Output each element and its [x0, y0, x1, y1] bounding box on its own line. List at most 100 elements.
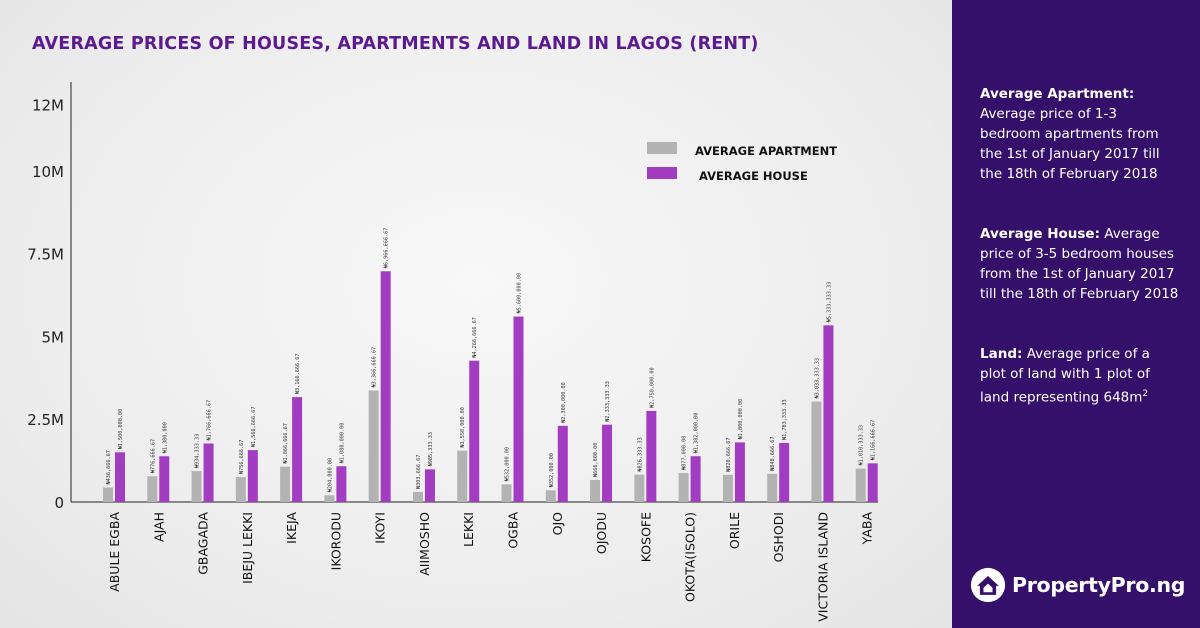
y-tick-label: 2.5M [27, 411, 64, 429]
apartment-bar [811, 401, 822, 502]
x-category-label: OJODU [594, 512, 609, 554]
x-category-label: KOSOFE [638, 512, 653, 562]
house-bar [336, 466, 347, 502]
apartment-value-label: ₦436,666.67 [106, 450, 112, 484]
y-tick-label: 7.5M [27, 246, 64, 264]
apartment-bar [103, 487, 113, 502]
legend-label-apartment: AVERAGE APARTMENT [695, 144, 837, 158]
apartment-bar [147, 476, 158, 502]
y-tick-label: 5M [42, 328, 65, 346]
x-category-label: AIIMOSHO [417, 512, 432, 576]
apartment-bar [324, 495, 335, 502]
apartment-value-label: ₦3,366,666.67 [372, 347, 378, 388]
house-value-label: ₦1,380,000 [162, 422, 168, 453]
legend-label-house: AVERAGE HOUSE [699, 169, 808, 183]
house-value-label: ₦2,333,333.33 [605, 381, 611, 422]
apartment-bar [235, 476, 246, 502]
apartment-bar [280, 466, 291, 502]
house-value-label: ₦5,600,000.00 [517, 273, 523, 314]
apartment-value-label: ₦820,666.67 [726, 437, 732, 471]
x-category-label: VICTORIA ISLAND [815, 512, 830, 622]
apartment-value-label: ₦934,333.33 [195, 434, 201, 468]
apartment-value-label: ₦756,666.67 [239, 440, 245, 474]
apartment-note: Average Apartment: Average price of 1-3 … [980, 84, 1180, 184]
house-value-label: ₦1,783,333.33 [782, 399, 788, 440]
apartment-value-label: ₦3,033,333.33 [814, 358, 820, 399]
house-note: Average House: Average price of 3-5 bedr… [980, 224, 1180, 304]
x-category-label: OGBA [506, 512, 521, 549]
apartment-bar [634, 474, 645, 502]
apartment-bar [191, 471, 202, 502]
apartment-value-label: ₦776,666.67 [150, 439, 156, 473]
house-value-label: ₦5,333,333.33 [826, 282, 832, 323]
x-category-label: IBEJU LEKKI [240, 512, 255, 584]
apartment-value-label: ₦848,666.67 [770, 437, 776, 471]
apartment-bar [501, 484, 512, 502]
house-bar [115, 452, 125, 502]
y-tick-label: 0 [54, 494, 64, 512]
x-category-label: ORILE [727, 512, 742, 549]
house-value-label: ₦1,766,666.67 [207, 400, 213, 441]
apartment-description: Average price of 1-3 bedroom apartments … [980, 106, 1160, 182]
house-value-label: ₦1,166,666.67 [871, 420, 877, 461]
house-bar [646, 410, 657, 502]
y-tick-label: 12M [32, 97, 64, 115]
apartment-value-label: ₦826,333.33 [637, 437, 643, 471]
house-bar [469, 360, 480, 502]
apartment-bar [457, 450, 468, 502]
house-bar [690, 456, 701, 502]
apartment-value-label: ₦1,010,333.33 [859, 425, 865, 466]
house-value-label: ₦6,966,666.67 [384, 228, 390, 269]
house-bar [602, 424, 613, 502]
house-bar [159, 456, 170, 502]
x-category-label: YABA [860, 512, 875, 546]
house-bar [734, 442, 745, 502]
legend-swatch-house [647, 167, 677, 179]
apartment-bar [545, 490, 556, 502]
house-value-label: ₦1,382,000.00 [694, 413, 700, 454]
apartment-bar [590, 479, 601, 502]
house-value-label: ₦1,800,000.00 [738, 399, 744, 440]
x-category-label: ABULE EGBA [107, 512, 122, 592]
bar-chart: 12M 10M 7.5M 5M 2.5M 0 ₦436,666.67 ₦1,500,000.0… [27, 82, 878, 622]
sidebar: Average Apartment: Average price of 1-3 … [952, 0, 1200, 628]
brand-logo: PropertyPro.ng [970, 565, 1185, 605]
house-logo-icon [970, 567, 1006, 603]
apartment-bar [855, 468, 866, 502]
apartment-bar [678, 472, 689, 502]
house-value-label: ₦2,300,000.00 [561, 382, 567, 423]
apartment-value-label: ₦1,550,000.00 [460, 407, 466, 448]
apartment-value-label: ₦532,000.00 [505, 447, 511, 481]
y-tick-label: 10M [32, 163, 64, 181]
house-bar [247, 450, 258, 502]
apartment-heading: Average Apartment: [980, 86, 1135, 102]
house-bar [292, 397, 303, 502]
apartment-value-label: ₦1,066,666.67 [283, 423, 289, 464]
land-description: Average price of a plot of land with 1 p… [980, 346, 1150, 406]
apartment-value-label: ₦666,000.00 [593, 443, 599, 477]
apartment-value-label: ₦877,000.00 [682, 436, 688, 470]
house-bar [203, 443, 214, 502]
apartment-bar [722, 474, 733, 502]
x-category-label: IKEJA [284, 512, 299, 544]
apartment-bar [412, 491, 423, 502]
house-value-label: ₦4,266,666.67 [472, 317, 478, 358]
apartment-value-label: ₦303,666.67 [416, 455, 422, 489]
house-bar [380, 271, 391, 502]
x-category-label: GBAGADA [196, 512, 211, 575]
house-bar [557, 425, 568, 502]
house-value-label: ₦985,333.33 [428, 432, 434, 466]
house-heading: Average House: [980, 226, 1100, 242]
house-description: Average price of 3-5 bedroom houses from… [980, 226, 1179, 302]
house-bar [867, 463, 878, 502]
x-category-label: IKORODU [328, 512, 343, 570]
x-category-label: OKOTA(ISOLO) [683, 512, 698, 602]
house-value-label: ₦1,566,666.67 [251, 407, 257, 448]
x-category-label: AJAH [151, 512, 166, 542]
x-category-label: OSHODI [771, 512, 786, 562]
x-category-label: LEKKI [461, 512, 476, 547]
house-bar [779, 442, 790, 502]
apartment-bar [368, 390, 379, 502]
house-value-label: ₦2,750,000.00 [649, 367, 655, 408]
house-value-label: ₦1,500,000.00 [118, 409, 124, 450]
